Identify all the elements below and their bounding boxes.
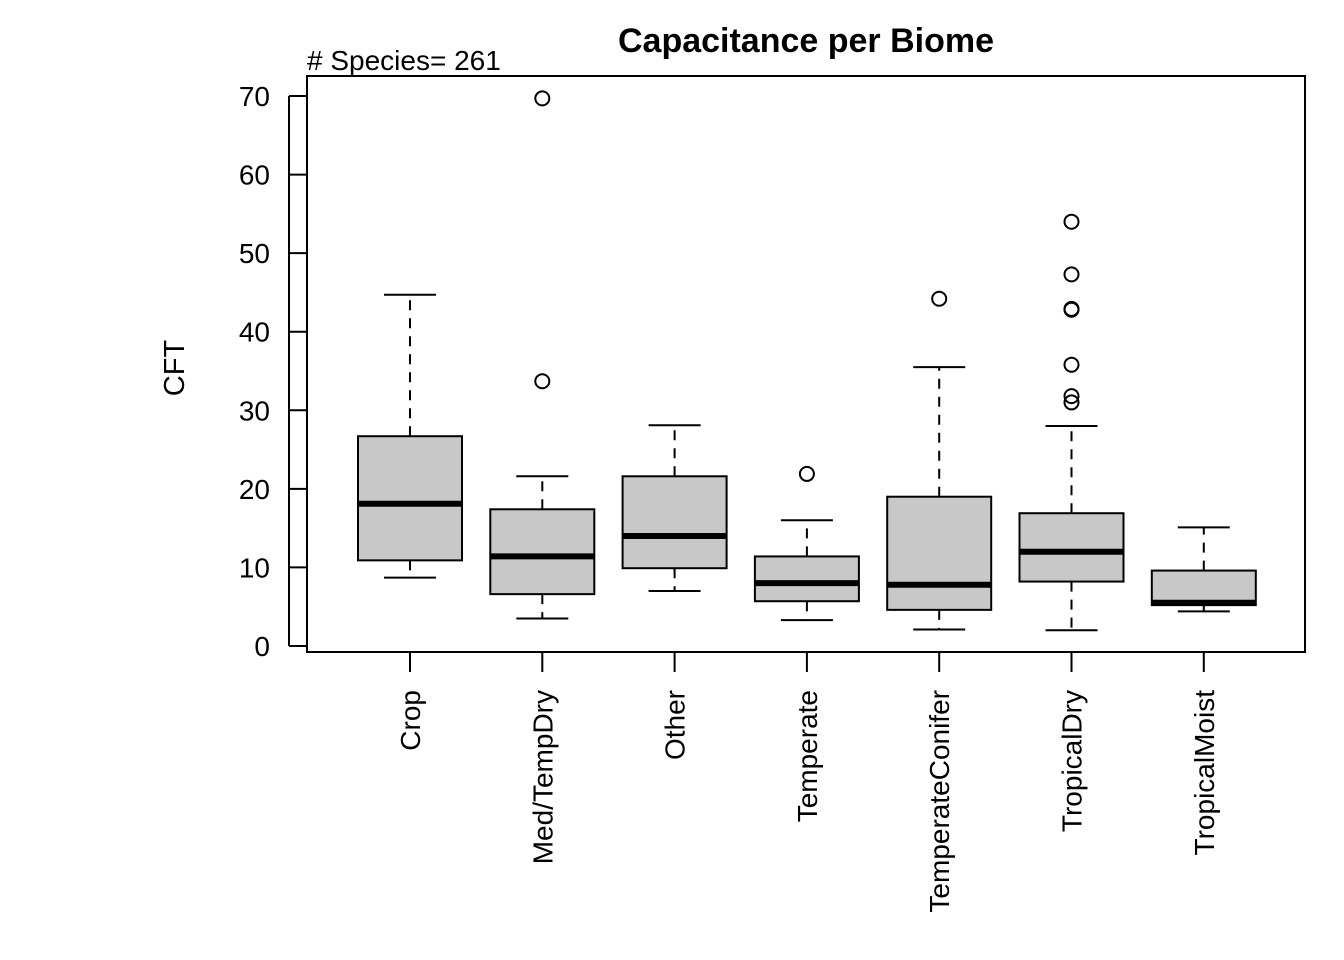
x-tick-label: TemperateConifer: [924, 690, 955, 913]
outlier-point: [1063, 388, 1080, 405]
box-group: [621, 424, 728, 592]
y-tick-label: 60: [239, 160, 270, 191]
outlier-point: [931, 290, 948, 307]
outlier-point: [1063, 213, 1080, 230]
box-iqr: [621, 475, 728, 570]
box-iqr: [1018, 512, 1125, 583]
y-axis-title: CFT: [159, 340, 191, 397]
x-tick-label: TropicalDry: [1057, 690, 1088, 832]
box-iqr: [886, 495, 993, 611]
outlier-point: [1063, 300, 1080, 317]
box-group: [886, 290, 993, 631]
box-iqr: [1150, 569, 1257, 607]
x-tick-label: Med/TempDry: [527, 690, 558, 864]
x-axis: Crop Med/TempDry Other Temperate TemperateCo…: [395, 651, 1220, 913]
species-count-annotation: # Species= 261: [307, 45, 501, 76]
box-iqr: [753, 555, 860, 603]
x-tick-label: TropicalMoist: [1189, 690, 1220, 856]
outlier-point: [798, 465, 815, 482]
y-tick-label: 20: [239, 474, 270, 505]
y-tick-label: 70: [239, 81, 270, 112]
y-tick-label: 0: [254, 631, 270, 662]
x-tick-label: Other: [660, 690, 691, 760]
x-tick-label: Temperate: [792, 690, 823, 822]
outlier-point: [534, 90, 551, 107]
box-group: [489, 90, 596, 620]
outlier-point: [534, 373, 551, 390]
chart-title: Capacitance per Biome: [618, 22, 994, 60]
y-tick-label: 10: [239, 552, 270, 583]
box-group: [357, 293, 463, 579]
box-group: [1150, 526, 1257, 613]
outlier-point: [1063, 266, 1080, 283]
box-iqr: [489, 508, 596, 596]
box-group: [1018, 213, 1125, 632]
box-group: [753, 465, 860, 622]
y-tick-label: 30: [239, 395, 270, 426]
y-tick-label: 40: [239, 317, 270, 348]
box-iqr: [357, 435, 463, 562]
y-axis: 0 10 20 30 40 50 60 70: [239, 81, 307, 662]
outlier-point: [1063, 356, 1080, 373]
outlier-point: [1063, 394, 1080, 411]
x-tick-label: Crop: [395, 690, 426, 751]
boxes-layer: [357, 90, 1257, 632]
y-tick-label: 50: [239, 238, 270, 269]
